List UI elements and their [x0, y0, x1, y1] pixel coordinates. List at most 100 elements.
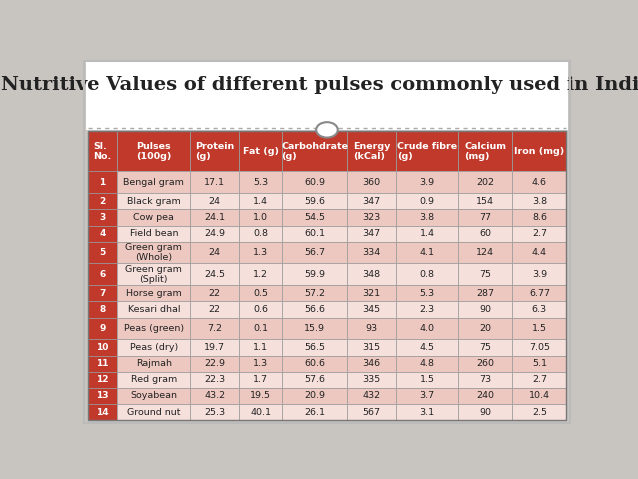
Text: 10.4: 10.4: [529, 391, 550, 400]
Text: 0.1: 0.1: [253, 324, 268, 333]
Text: 15.9: 15.9: [304, 324, 325, 333]
Text: 7: 7: [99, 289, 105, 298]
Text: 20: 20: [479, 324, 491, 333]
Bar: [512, 318, 567, 340]
Bar: [190, 193, 239, 209]
Bar: [396, 355, 458, 372]
Text: Protein
(g): Protein (g): [195, 142, 234, 161]
Text: 0.8: 0.8: [253, 229, 268, 238]
Text: 22: 22: [209, 305, 221, 314]
Bar: [283, 318, 347, 340]
Bar: [239, 242, 283, 263]
Bar: [283, 131, 347, 171]
Bar: [190, 318, 239, 340]
Bar: [87, 226, 117, 242]
Bar: [347, 171, 396, 193]
Text: 346: 346: [362, 359, 381, 368]
Bar: [283, 404, 347, 420]
Bar: [283, 263, 347, 285]
Bar: [87, 171, 117, 193]
Text: 240: 240: [477, 391, 494, 400]
Text: 4.5: 4.5: [420, 343, 434, 352]
Bar: [396, 171, 458, 193]
Bar: [396, 193, 458, 209]
Bar: [512, 404, 567, 420]
Bar: [512, 242, 567, 263]
Text: 56.5: 56.5: [304, 343, 325, 352]
Text: 12: 12: [96, 375, 108, 384]
Text: Crude fibre
(g): Crude fibre (g): [397, 142, 457, 161]
Text: 3.9: 3.9: [532, 270, 547, 279]
Bar: [190, 404, 239, 420]
Bar: [117, 404, 190, 420]
Bar: [239, 171, 283, 193]
Bar: [117, 131, 190, 171]
Text: 1.0: 1.0: [253, 213, 268, 222]
Bar: [396, 242, 458, 263]
Bar: [239, 388, 283, 404]
Bar: [458, 404, 512, 420]
Bar: [190, 285, 239, 301]
Text: 3.1: 3.1: [420, 408, 434, 417]
Text: 24.1: 24.1: [204, 213, 225, 222]
Bar: [239, 318, 283, 340]
Text: 315: 315: [362, 343, 381, 352]
Bar: [512, 226, 567, 242]
Text: 5.3: 5.3: [253, 178, 268, 187]
Bar: [458, 285, 512, 301]
Bar: [190, 355, 239, 372]
Bar: [87, 209, 117, 226]
Bar: [190, 340, 239, 355]
Bar: [458, 242, 512, 263]
Bar: [117, 226, 190, 242]
Bar: [396, 388, 458, 404]
Text: 20.9: 20.9: [304, 391, 325, 400]
Text: 24.5: 24.5: [204, 270, 225, 279]
Text: 4.8: 4.8: [420, 359, 434, 368]
Text: 90: 90: [479, 408, 491, 417]
Bar: [396, 209, 458, 226]
Text: 60.1: 60.1: [304, 229, 325, 238]
Bar: [283, 301, 347, 318]
Bar: [396, 131, 458, 171]
Text: 348: 348: [362, 270, 381, 279]
Text: 345: 345: [362, 305, 381, 314]
Text: 22: 22: [209, 289, 221, 298]
Text: 6: 6: [100, 270, 105, 279]
Bar: [396, 285, 458, 301]
Bar: [396, 372, 458, 388]
Bar: [117, 355, 190, 372]
Text: 5.1: 5.1: [532, 359, 547, 368]
Text: 335: 335: [362, 375, 381, 384]
Text: 287: 287: [477, 289, 494, 298]
Bar: [458, 301, 512, 318]
Bar: [347, 131, 396, 171]
Text: 5: 5: [100, 248, 105, 257]
Text: 3.8: 3.8: [532, 197, 547, 206]
Text: 432: 432: [362, 391, 381, 400]
Text: 2: 2: [100, 197, 105, 206]
Bar: [396, 340, 458, 355]
Bar: [239, 301, 283, 318]
Text: Carbohdrate
(g): Carbohdrate (g): [281, 142, 348, 161]
Bar: [458, 372, 512, 388]
Bar: [347, 318, 396, 340]
Text: Cow pea: Cow pea: [133, 213, 174, 222]
Bar: [117, 388, 190, 404]
Bar: [190, 226, 239, 242]
Bar: [86, 130, 568, 422]
Text: 1.3: 1.3: [253, 248, 268, 257]
Bar: [396, 263, 458, 285]
Text: 24: 24: [209, 197, 221, 206]
Bar: [458, 209, 512, 226]
Text: 19.7: 19.7: [204, 343, 225, 352]
Bar: [458, 193, 512, 209]
Bar: [190, 301, 239, 318]
Text: 0.6: 0.6: [253, 305, 268, 314]
Text: 1.5: 1.5: [532, 324, 547, 333]
Text: 57.6: 57.6: [304, 375, 325, 384]
Bar: [239, 209, 283, 226]
Bar: [239, 263, 283, 285]
Text: 360: 360: [362, 178, 381, 187]
Text: 1.7: 1.7: [253, 375, 268, 384]
